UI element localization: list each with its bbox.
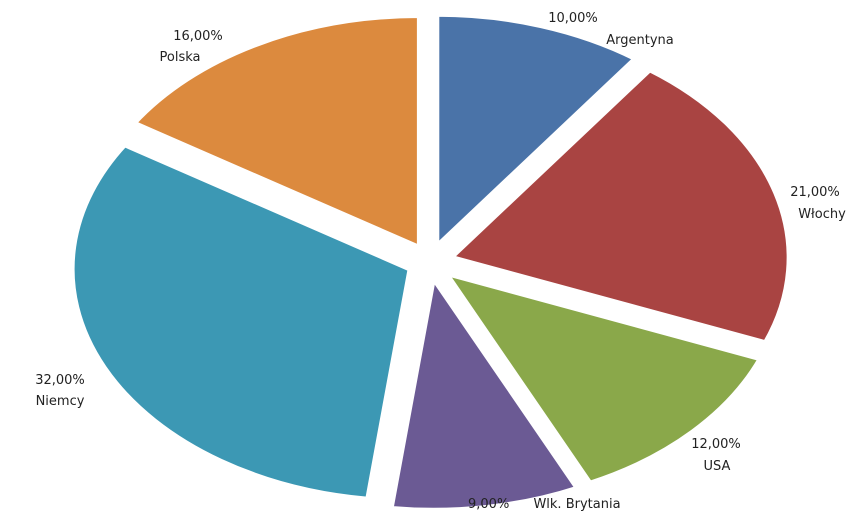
pie-category-label: USA <box>704 459 731 474</box>
pie-value-label: 32,00% <box>35 373 85 388</box>
pie-value-label: 16,00% <box>173 29 223 44</box>
pie-category-label: Polska <box>160 50 201 65</box>
pie-category-label: Włochy <box>798 207 846 222</box>
pie-slices <box>72 14 789 510</box>
pie-value-label: 12,00% <box>691 437 741 452</box>
pie-category-label: Wlk. Brytania <box>533 497 620 512</box>
pie-value-label: 10,00% <box>548 11 598 26</box>
pie-value-label: 9,00% <box>468 497 509 512</box>
pie-category-label: Niemcy <box>36 394 85 409</box>
pie-category-label: Argentyna <box>606 33 674 48</box>
pie-value-label: 21,00% <box>790 185 840 200</box>
